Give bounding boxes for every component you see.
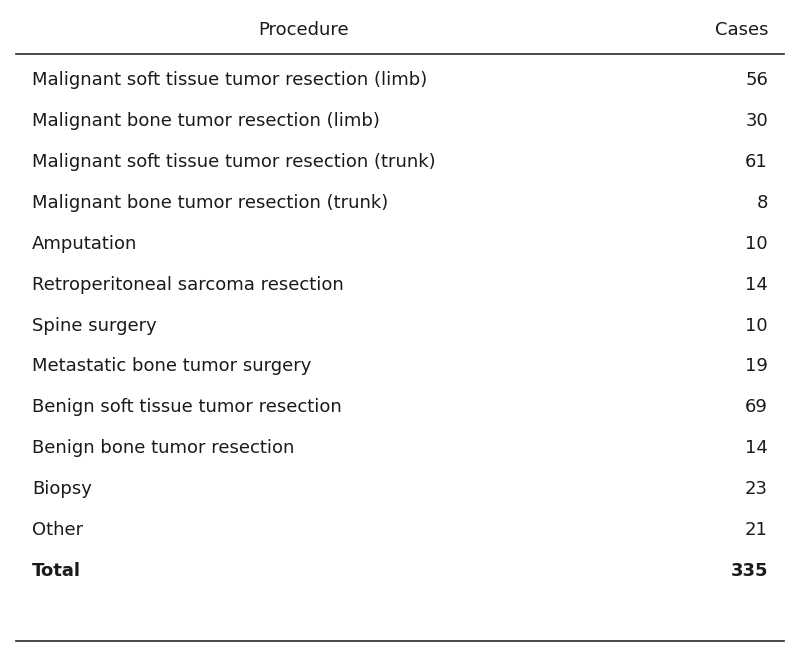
Text: Spine surgery: Spine surgery — [32, 316, 157, 335]
Text: 23: 23 — [745, 480, 768, 498]
Text: Procedure: Procedure — [258, 20, 350, 39]
Text: 14: 14 — [745, 275, 768, 294]
Text: 335: 335 — [730, 561, 768, 580]
Text: 8: 8 — [757, 194, 768, 212]
Text: 61: 61 — [746, 153, 768, 171]
Text: Malignant soft tissue tumor resection (limb): Malignant soft tissue tumor resection (l… — [32, 71, 427, 90]
Text: Malignant bone tumor resection (trunk): Malignant bone tumor resection (trunk) — [32, 194, 388, 212]
Text: Cases: Cases — [714, 20, 768, 39]
Text: Amputation: Amputation — [32, 235, 138, 253]
Text: Malignant soft tissue tumor resection (trunk): Malignant soft tissue tumor resection (t… — [32, 153, 436, 171]
Text: Metastatic bone tumor surgery: Metastatic bone tumor surgery — [32, 357, 311, 376]
Text: Total: Total — [32, 561, 81, 580]
Text: 14: 14 — [745, 439, 768, 457]
Text: 21: 21 — [745, 521, 768, 539]
Text: 19: 19 — [745, 357, 768, 376]
Text: Other: Other — [32, 521, 83, 539]
Text: 10: 10 — [746, 316, 768, 335]
Text: Biopsy: Biopsy — [32, 480, 92, 498]
Text: 69: 69 — [745, 398, 768, 416]
Text: Retroperitoneal sarcoma resection: Retroperitoneal sarcoma resection — [32, 275, 344, 294]
Text: Benign soft tissue tumor resection: Benign soft tissue tumor resection — [32, 398, 342, 416]
Text: 56: 56 — [745, 71, 768, 90]
Text: Malignant bone tumor resection (limb): Malignant bone tumor resection (limb) — [32, 112, 380, 130]
Text: 30: 30 — [746, 112, 768, 130]
Text: Benign bone tumor resection: Benign bone tumor resection — [32, 439, 294, 457]
Text: 10: 10 — [746, 235, 768, 253]
